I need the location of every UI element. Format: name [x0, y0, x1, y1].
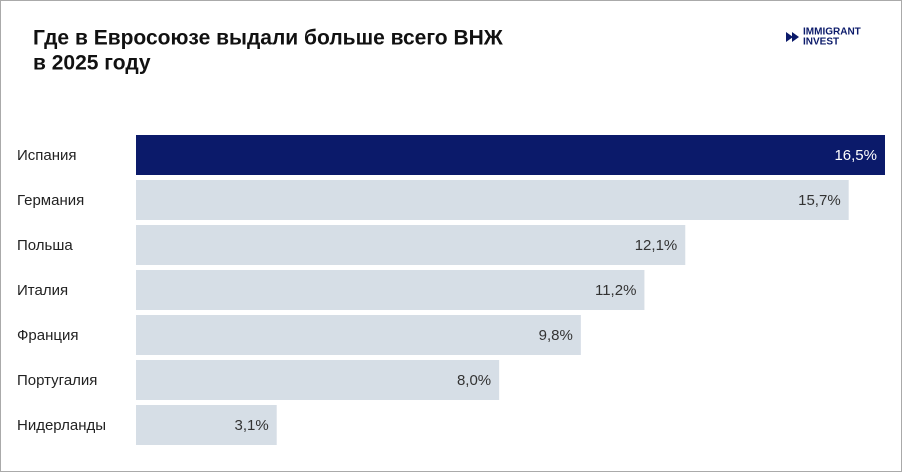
- category-label: Испания: [17, 147, 77, 164]
- value-label: 15,7%: [798, 192, 841, 209]
- category-label: Польша: [17, 237, 73, 254]
- bar: [136, 225, 686, 265]
- bar: [136, 315, 581, 355]
- bar: [136, 180, 849, 220]
- bar: [136, 135, 885, 175]
- chart-title: в 2025 году: [33, 52, 151, 75]
- category-label: Франция: [17, 327, 78, 344]
- value-label: 8,0%: [457, 372, 491, 389]
- category-label: Португалия: [17, 372, 97, 389]
- chart-title: Где в Евросоюзе выдали больше всего ВНЖ: [33, 27, 504, 50]
- brand-text: INVEST: [803, 37, 839, 48]
- category-label: Германия: [17, 192, 84, 209]
- value-label: 9,8%: [539, 327, 573, 344]
- value-label: 16,5%: [834, 147, 877, 164]
- value-label: 12,1%: [635, 237, 678, 254]
- brand-text: IMMIGRANT: [803, 27, 861, 38]
- bar: [136, 270, 645, 310]
- bar: [136, 405, 277, 445]
- logo: IMMIGRANT INVEST: [786, 27, 861, 48]
- value-label: 11,2%: [595, 282, 636, 299]
- value-label: 3,1%: [235, 417, 269, 434]
- logo-icon: [786, 32, 799, 42]
- category-label: Нидерланды: [17, 417, 106, 434]
- bar: [136, 360, 500, 400]
- category-label: Италия: [17, 282, 68, 299]
